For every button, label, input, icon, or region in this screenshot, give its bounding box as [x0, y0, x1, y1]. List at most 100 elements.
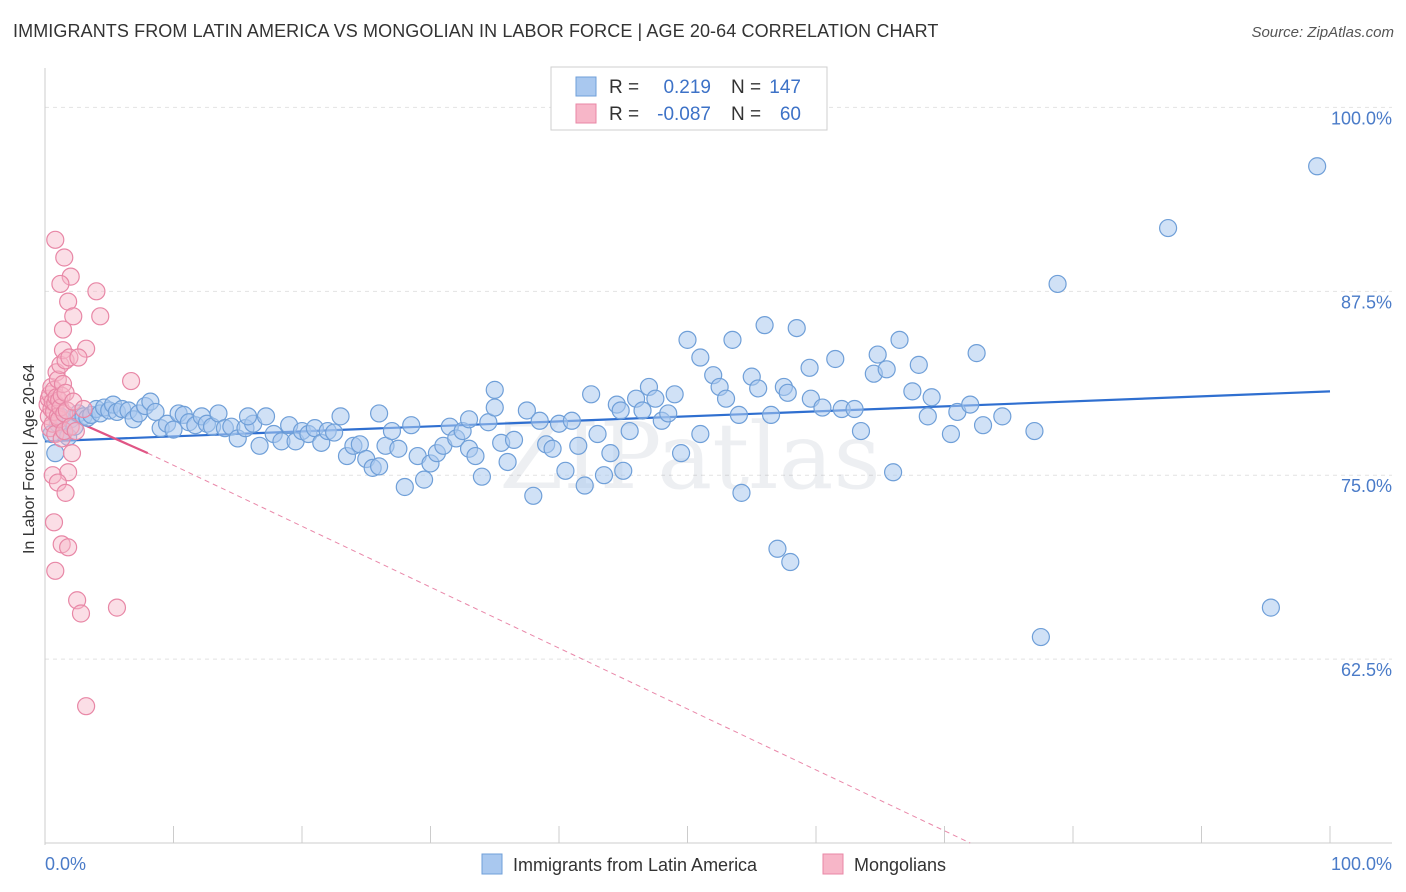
point-latin-america [1025, 421, 1044, 441]
point-latin-america [691, 424, 710, 444]
point-latin-america [414, 470, 434, 489]
series-mongolians-points [38, 230, 141, 716]
stats-n-label-blue: N = [731, 77, 761, 98]
grid-lines [45, 106, 1392, 660]
point-latin-america [678, 330, 697, 349]
point-latin-america [845, 399, 864, 419]
y-tick-label: 62.5% [1341, 660, 1392, 680]
point-latin-america [382, 421, 402, 441]
point-latin-america [671, 444, 691, 463]
point-latin-america [781, 552, 800, 572]
point-latin-america [967, 344, 986, 363]
point-latin-america [498, 452, 517, 472]
point-latin-america [256, 407, 276, 426]
point-latin-america [890, 330, 909, 349]
point-latin-america [749, 379, 768, 398]
chart-title: IMMIGRANTS FROM LATIN AMERICA VS MONGOLI… [13, 21, 939, 41]
point-latin-america [732, 483, 751, 502]
point-latin-america [543, 439, 562, 458]
series-latin-america-points [42, 157, 1327, 647]
point-latin-america [1158, 218, 1178, 238]
stats-n-label-pink: N = [731, 104, 761, 125]
point-latin-america [723, 330, 742, 349]
legend-swatch-latin-america [481, 853, 503, 875]
point-latin-america [238, 407, 258, 426]
point-latin-america [826, 349, 845, 369]
point-latin-america [768, 539, 787, 558]
point-latin-america [778, 383, 797, 402]
point-mongolians [91, 307, 110, 326]
axes [44, 68, 1392, 845]
y-axis-label: In Labor Force | Age 20-64 [21, 364, 38, 554]
point-latin-america [877, 360, 896, 379]
point-latin-america [973, 416, 993, 435]
point-latin-america [530, 411, 549, 430]
point-latin-america [761, 405, 781, 424]
point-mongolians [71, 604, 91, 623]
stats-swatch-pink [575, 103, 597, 124]
point-latin-america [755, 316, 774, 335]
point-mongolians [74, 399, 93, 419]
point-latin-america [993, 407, 1012, 426]
point-latin-america [370, 457, 389, 476]
point-latin-america [1048, 274, 1067, 294]
point-latin-america [395, 477, 414, 497]
point-latin-america [325, 423, 344, 442]
point-latin-america [1031, 627, 1050, 647]
point-mongolians [55, 248, 74, 267]
point-latin-america [164, 420, 183, 439]
point-latin-america [883, 463, 903, 482]
point-latin-america [611, 401, 630, 420]
point-latin-america [620, 421, 639, 441]
point-mongolians [107, 598, 127, 617]
point-latin-america [562, 411, 581, 430]
legend-swatch-mongolians [822, 853, 844, 875]
point-latin-america [1261, 598, 1280, 617]
point-latin-america [588, 424, 607, 444]
point-mongolians [59, 538, 78, 557]
point-mongolians [46, 561, 65, 580]
point-latin-america [646, 389, 665, 408]
point-latin-america [524, 486, 543, 505]
point-latin-america [922, 388, 941, 407]
point-mongolians [64, 392, 83, 411]
point-mongolians [53, 341, 73, 360]
legend-label-mongolians: Mongolians [854, 855, 946, 875]
point-mongolians [61, 267, 80, 286]
stats-n-value-blue: 147 [769, 77, 801, 98]
trend-line-latin-america [44, 390, 1331, 443]
point-latin-america [868, 345, 887, 364]
point-latin-america [459, 410, 479, 429]
point-latin-america [716, 389, 736, 408]
point-mongolians [53, 320, 73, 339]
point-latin-america [402, 416, 421, 435]
point-latin-america [665, 385, 684, 404]
point-latin-america [389, 439, 408, 458]
point-latin-america [250, 436, 269, 455]
x-tick-label-max: 100.0% [1331, 854, 1392, 874]
point-latin-america [331, 407, 350, 426]
point-mongolians [44, 513, 64, 532]
point-latin-america [813, 398, 832, 417]
y-tick-label: 100.0% [1331, 108, 1392, 128]
point-latin-america [504, 430, 524, 450]
point-latin-america [485, 398, 504, 417]
point-latin-america [909, 355, 928, 374]
point-latin-america [729, 405, 749, 424]
tick-labels: 62.5% 75.0% 87.5% 100.0% 0.0% 100.0% [45, 108, 1392, 874]
point-latin-america [851, 421, 871, 441]
point-mongolians [121, 371, 141, 391]
point-latin-america [575, 476, 594, 495]
point-latin-america [601, 444, 620, 463]
point-mongolians [77, 697, 96, 716]
point-latin-america [594, 466, 614, 485]
point-mongolians [56, 483, 75, 502]
point-latin-america [466, 446, 485, 466]
point-latin-america [903, 382, 922, 401]
point-latin-america [485, 380, 504, 399]
point-latin-america [691, 348, 710, 367]
stats-swatch-blue [575, 76, 597, 97]
legend: Immigrants from Latin America Mongolians [481, 853, 946, 875]
point-latin-america [556, 461, 575, 480]
point-latin-america [146, 402, 165, 422]
